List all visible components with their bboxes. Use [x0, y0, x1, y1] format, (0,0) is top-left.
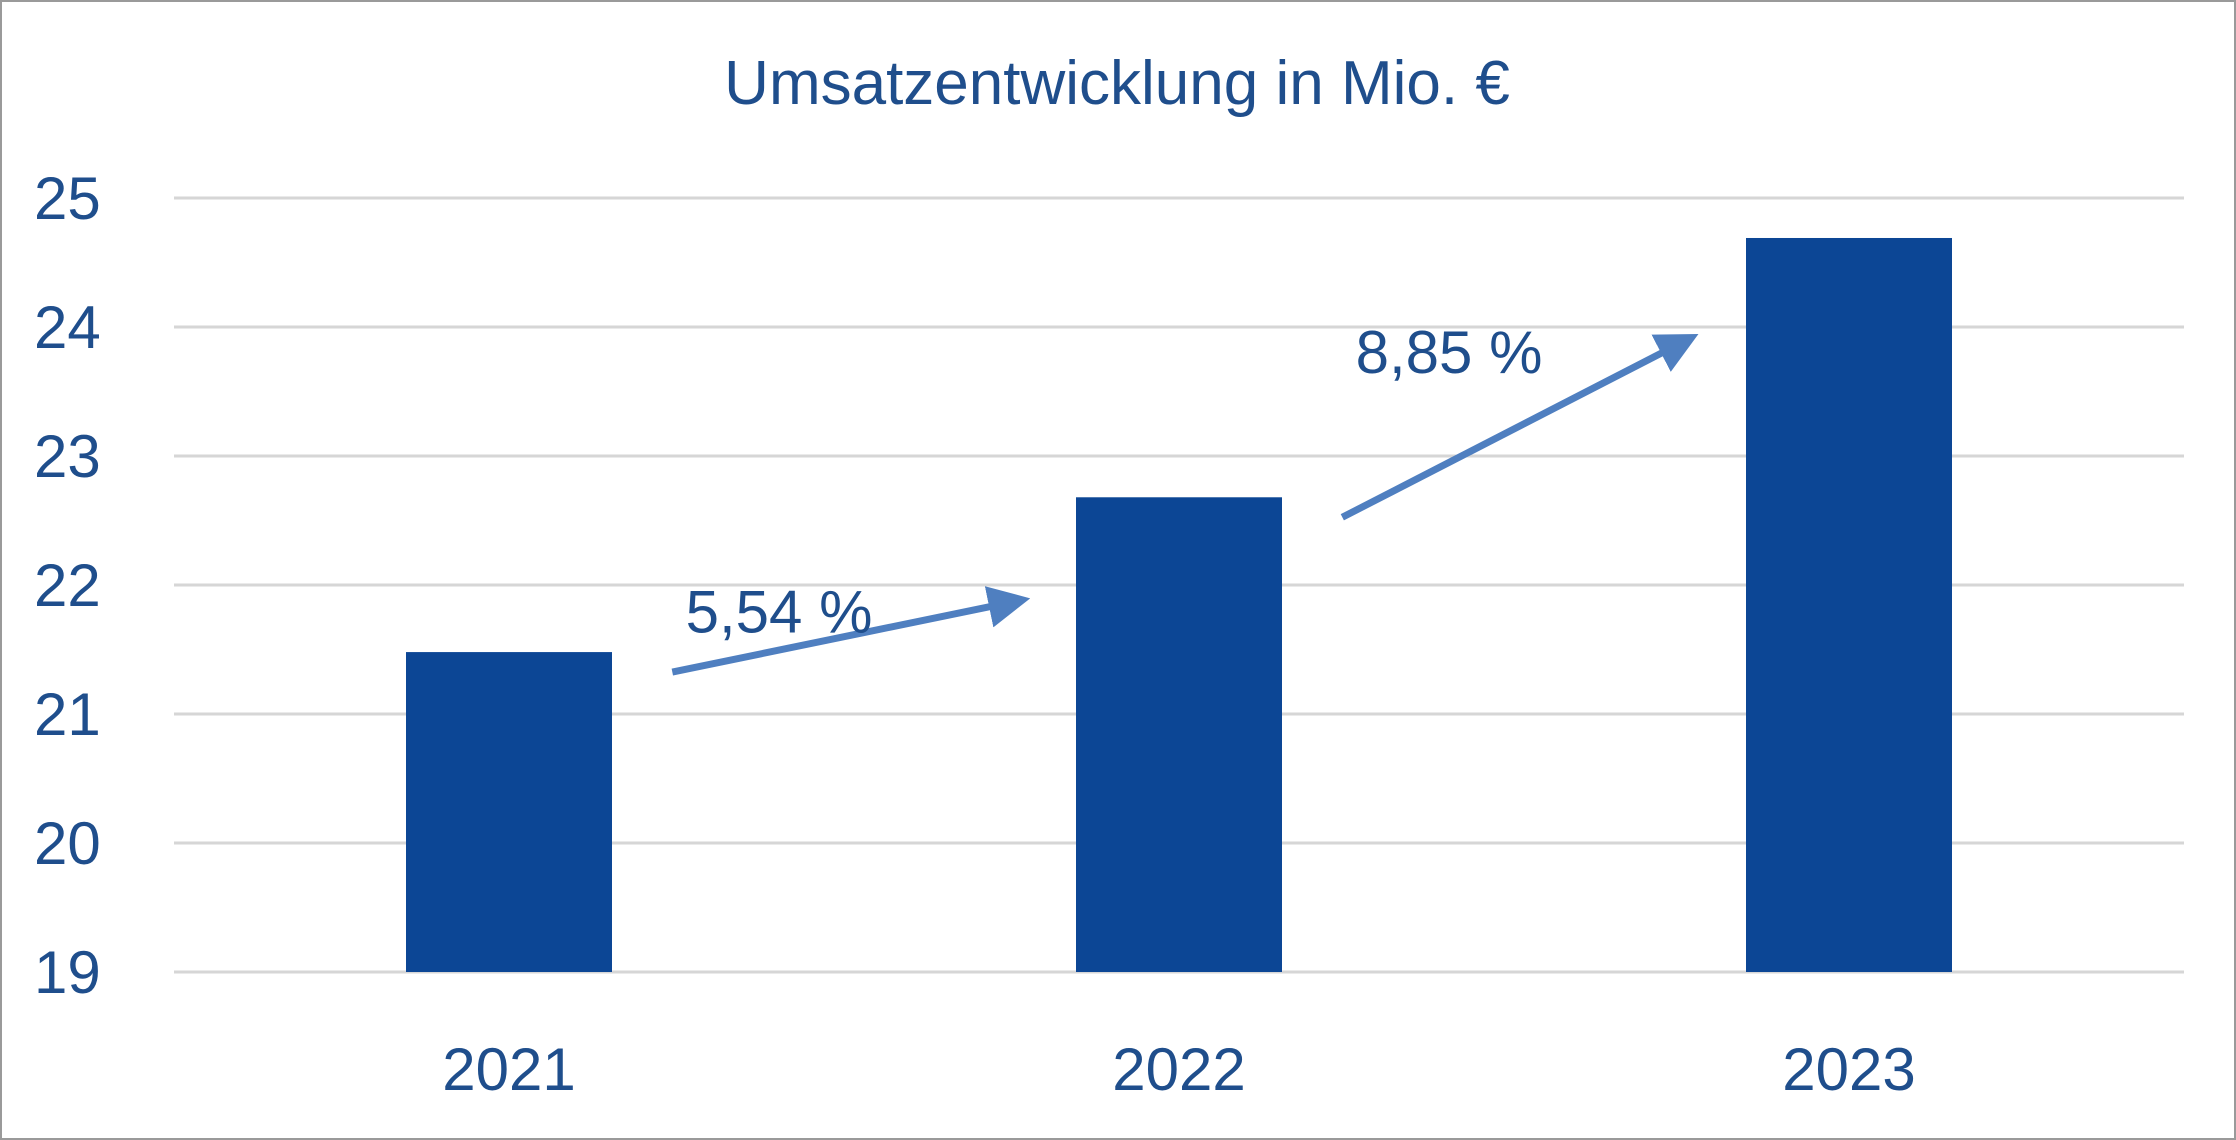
y-tick-label: 23 — [34, 423, 101, 490]
y-tick-label: 20 — [34, 810, 101, 877]
y-tick-label: 25 — [34, 165, 101, 232]
x-tick-label: 2021 — [442, 1036, 575, 1103]
y-tick-label: 22 — [34, 552, 101, 619]
bar-2023 — [1746, 237, 1952, 973]
growth-arrow — [1340, 334, 1699, 521]
y-axis-ticks: 19 20 21 22 23 24 25 — [34, 165, 101, 1006]
y-tick-label: 21 — [34, 681, 101, 748]
x-axis-ticks: 2021 2022 2023 — [442, 1036, 1915, 1103]
growth-arrow — [671, 586, 1031, 676]
bar-2021 — [406, 652, 612, 972]
x-tick-label: 2023 — [1782, 1036, 1915, 1103]
growth-label: 8,85 % — [1356, 319, 1543, 386]
y-tick-label: 19 — [34, 939, 101, 1006]
x-tick-label: 2022 — [1112, 1036, 1245, 1103]
bar-2022 — [1076, 497, 1282, 972]
bars — [406, 237, 1952, 973]
growth-annotations: 5,54 % 8,85 % — [671, 319, 1699, 676]
growth-label: 5,54 % — [686, 578, 873, 645]
chart-title: Umsatzentwicklung in Mio. € — [724, 49, 1510, 118]
y-tick-label: 24 — [34, 294, 101, 361]
